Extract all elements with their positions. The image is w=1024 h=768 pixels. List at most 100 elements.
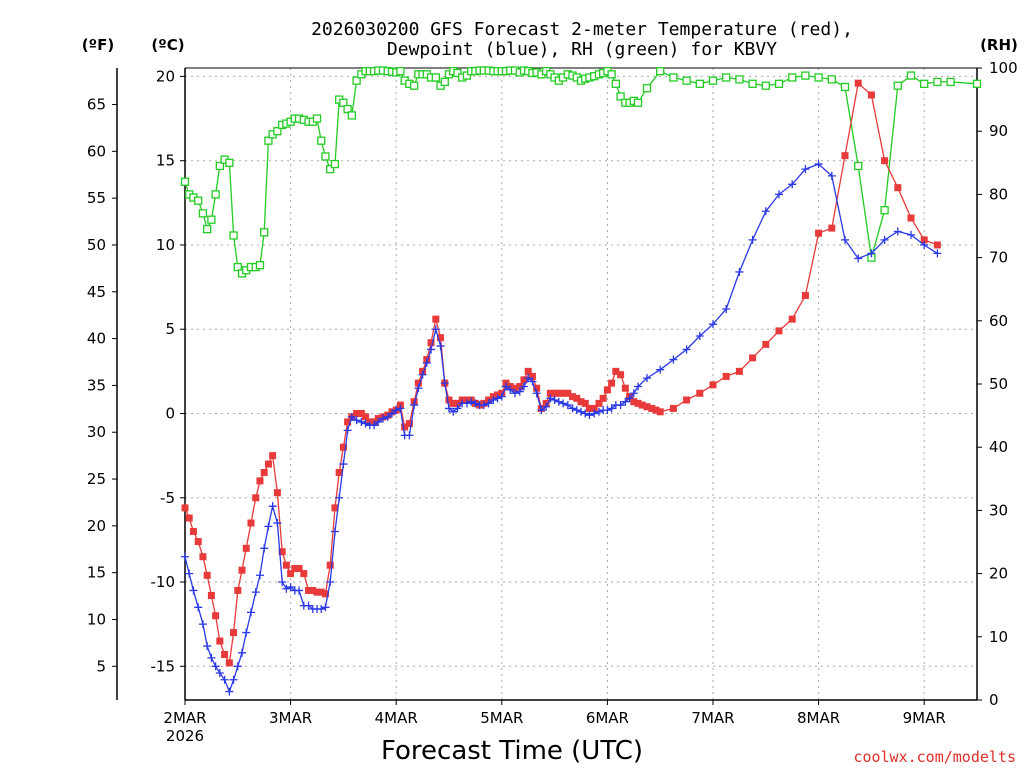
- dewpoint-point: [559, 399, 568, 408]
- rh-point: [194, 196, 203, 205]
- temperature-point: [828, 224, 836, 232]
- fahrenheit-tick-label: 60: [87, 142, 106, 160]
- temperature-point: [305, 586, 313, 594]
- dewpoint-point: [554, 397, 563, 406]
- temperature-point: [238, 566, 246, 574]
- dewpoint-point: [629, 389, 638, 398]
- temperature-point: [453, 399, 461, 407]
- dewpoint-point: [326, 578, 335, 587]
- fahrenheit-tick-label: 45: [87, 283, 106, 301]
- temperature-point: [564, 389, 572, 397]
- dewpoint-point: [343, 426, 352, 435]
- temperature-point: [362, 413, 370, 421]
- dewpoint-point: [550, 396, 559, 405]
- dewpoint-point: [387, 409, 396, 418]
- source-credit: coolwx.com/modelts: [853, 748, 1016, 766]
- temperature-point: [291, 565, 299, 573]
- temperature-point: [511, 384, 519, 392]
- rh-line: [184, 69, 978, 275]
- temperature-point: [788, 315, 796, 323]
- temperature-point: [634, 399, 642, 407]
- temperature-point: [278, 548, 286, 556]
- temperature-point: [212, 612, 220, 620]
- rh-point: [462, 71, 472, 80]
- dewpoint-point: [563, 401, 572, 410]
- dewpoint-point: [462, 399, 471, 408]
- dewpoint-point: [238, 648, 247, 657]
- dewpoint-point: [357, 417, 366, 426]
- temperature-point: [630, 398, 638, 406]
- rh-point: [827, 75, 836, 84]
- fahrenheit-tick-label: 5: [96, 657, 106, 675]
- dewpoint-point: [242, 628, 251, 637]
- fahrenheit-tick-label: 55: [87, 189, 106, 207]
- dewpoint-point: [383, 412, 392, 421]
- dewpoint-point: [185, 569, 194, 578]
- rh-point: [339, 98, 348, 107]
- temperature-point: [648, 404, 656, 412]
- dewpoint-point: [497, 392, 506, 401]
- dewpoint-point: [251, 588, 260, 597]
- rh-point: [761, 81, 770, 90]
- rh-point: [180, 177, 190, 186]
- temperature-point: [256, 477, 264, 485]
- dewpoint-point: [203, 642, 212, 651]
- temperature-point: [313, 588, 321, 596]
- rh-point: [343, 104, 352, 114]
- rh-point: [312, 114, 322, 123]
- rh-tick-label: 20: [989, 565, 1008, 583]
- dewpoint-point: [532, 389, 541, 398]
- dewpoint-point: [880, 235, 889, 244]
- temperature-point: [612, 367, 620, 375]
- dewpoint-point: [594, 407, 603, 416]
- dewpoint-point: [590, 409, 599, 418]
- dewpoint-point: [247, 608, 255, 617]
- dewpoint-point: [775, 190, 783, 199]
- temperature-point: [225, 659, 233, 667]
- rh-point: [722, 73, 731, 82]
- temperature-point: [533, 384, 541, 392]
- rh-point: [211, 190, 220, 199]
- rh-point: [642, 84, 652, 93]
- temperature-point: [867, 91, 875, 99]
- dewpoint-point: [656, 365, 665, 374]
- rh-point: [840, 82, 850, 92]
- dewpoint-point: [374, 417, 383, 426]
- temperature-point: [247, 519, 255, 527]
- x-tick-label: 7MAR: [691, 709, 734, 727]
- dewpoint-point: [546, 394, 555, 403]
- rh-point: [431, 73, 440, 82]
- temperature-point: [260, 468, 268, 476]
- rh-point: [321, 152, 330, 161]
- temperature-point: [551, 389, 559, 397]
- dewpoint-point: [268, 502, 277, 511]
- rh-series: [180, 66, 982, 278]
- temperature-point: [546, 389, 554, 397]
- temperature-point: [414, 379, 422, 387]
- temperature-point: [269, 452, 277, 460]
- temperature-point: [854, 79, 862, 87]
- dewpoint-point: [581, 409, 590, 418]
- rh-point: [893, 81, 902, 90]
- temperature-point: [599, 394, 607, 402]
- temperature-point: [207, 592, 215, 600]
- temperature-point: [621, 384, 629, 392]
- dewpoint-point: [449, 407, 458, 416]
- fahrenheit-tick-label: 40: [87, 330, 106, 348]
- rh-point: [347, 111, 356, 120]
- dewpoint-point: [427, 345, 436, 354]
- chart-title-line-2: Dewpoint (blue), RH (green) for KBVY: [387, 39, 777, 60]
- dewpoint-point: [215, 669, 224, 678]
- temperature-point: [449, 399, 457, 407]
- rh-point: [229, 231, 238, 240]
- dewpoint-point: [506, 385, 515, 394]
- temperature-series: [181, 79, 941, 667]
- temperature-point: [581, 399, 589, 407]
- dewpoint-point: [229, 675, 238, 684]
- dewpoint-point: [330, 527, 339, 536]
- chart-title-line-1: 2026030200 GFS Forecast 2-meter Temperat…: [311, 19, 853, 40]
- dewpoint-point: [761, 207, 770, 216]
- dewpoint-point: [854, 254, 863, 263]
- dewpoint-point: [827, 171, 836, 180]
- celsius-tick-label: 5: [165, 320, 175, 338]
